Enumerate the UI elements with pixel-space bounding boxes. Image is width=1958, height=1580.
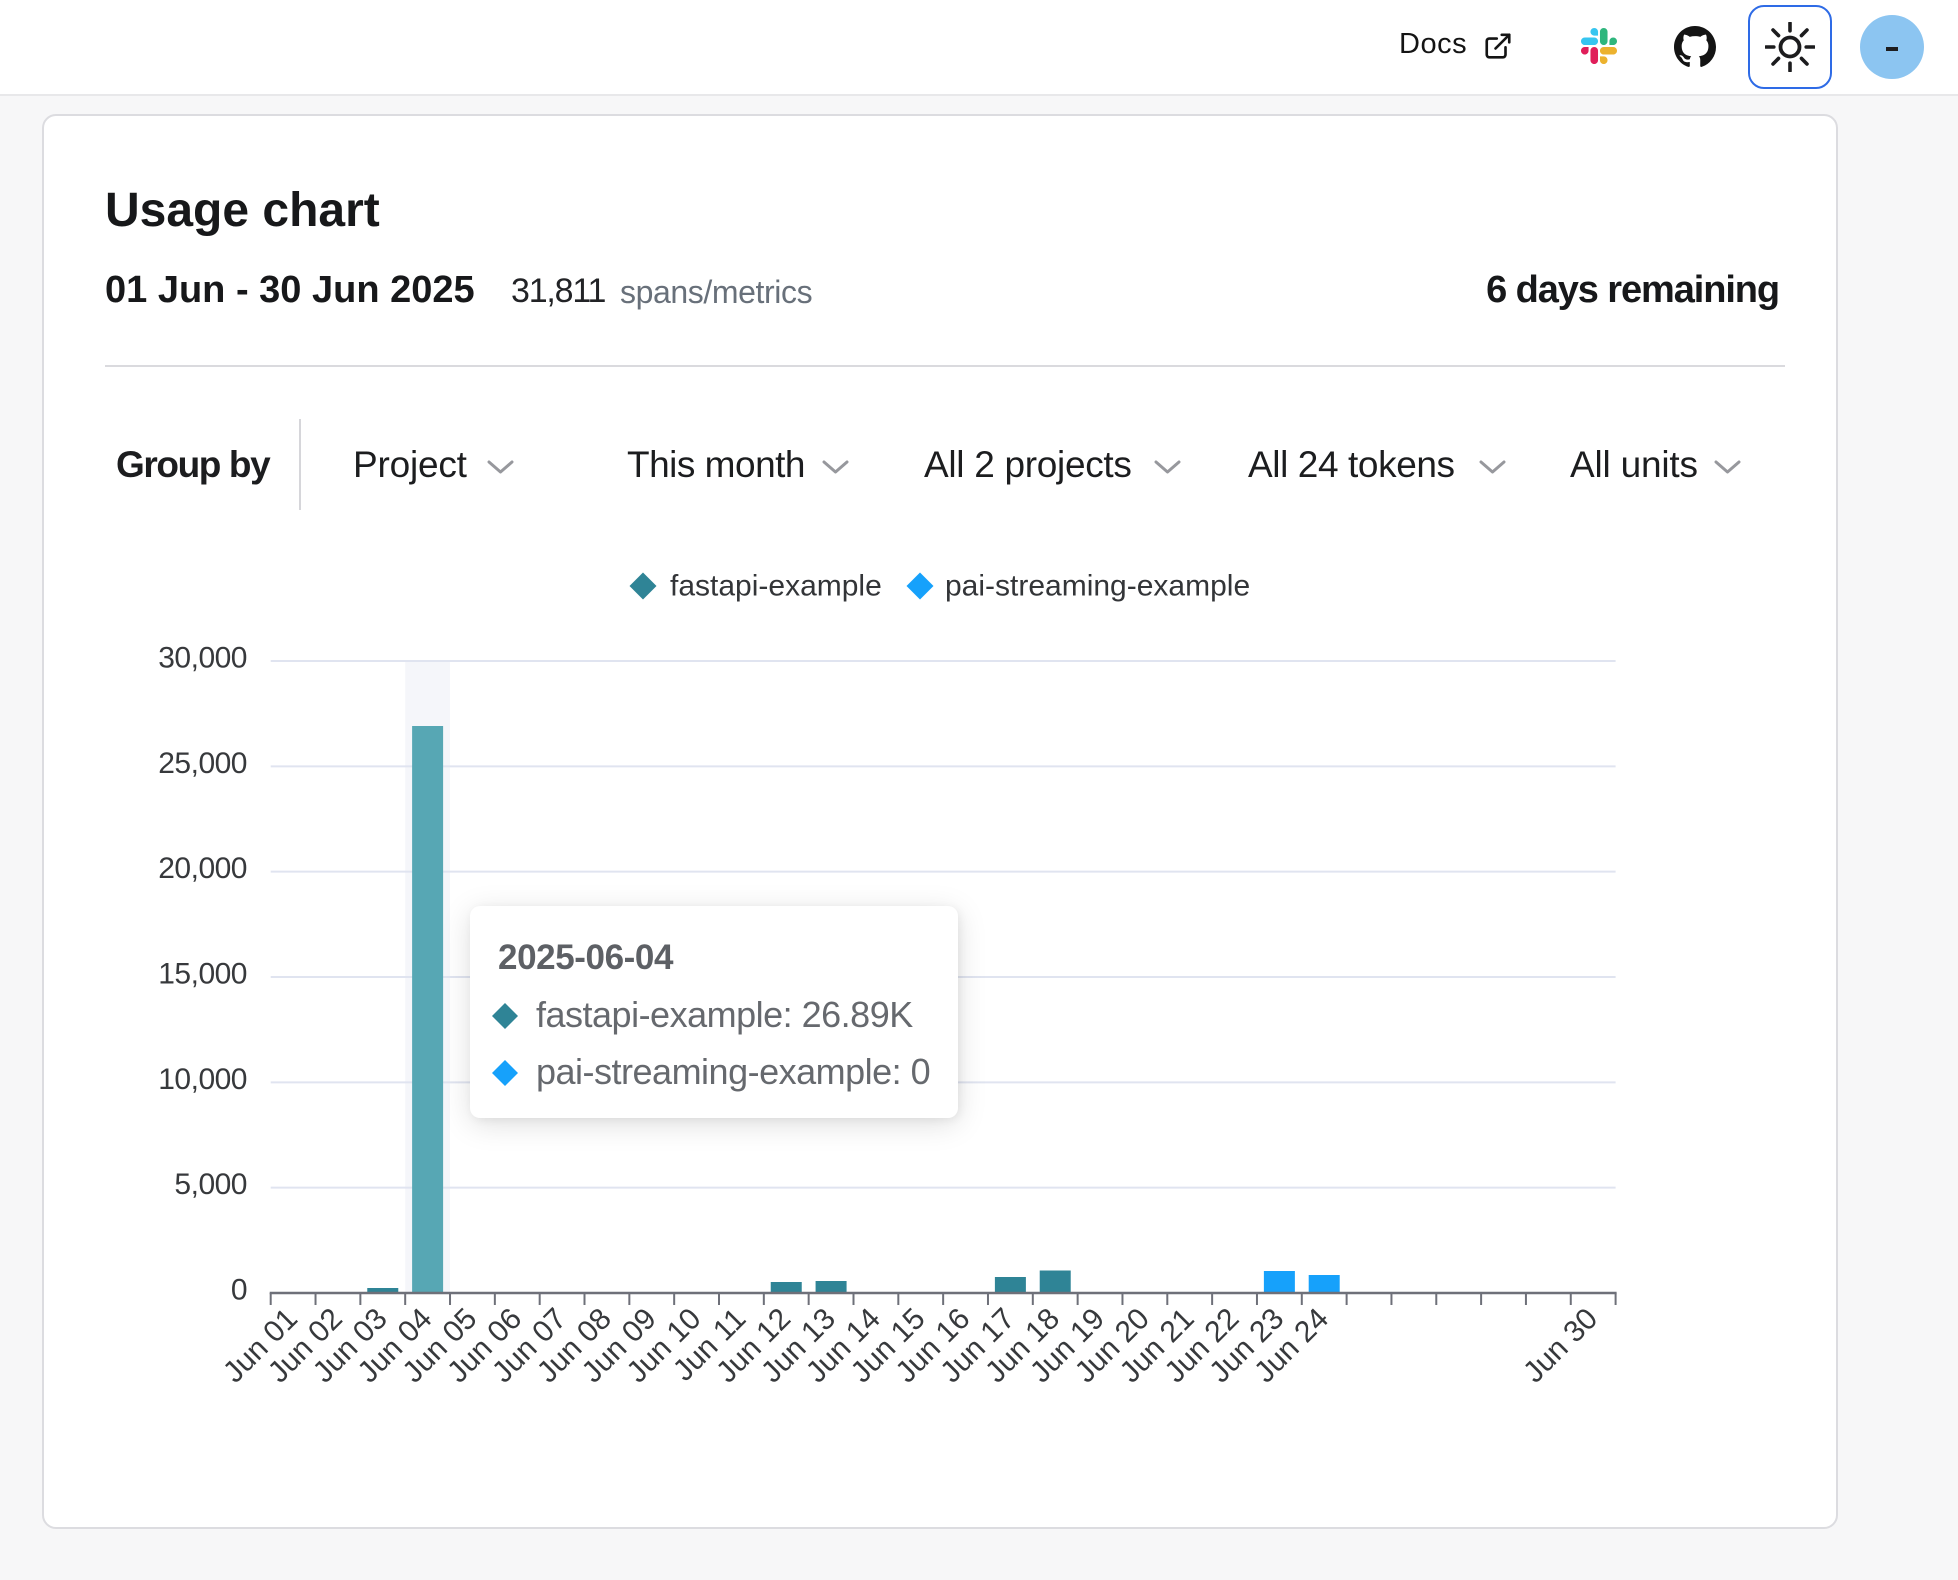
svg-text:25,000: 25,000	[158, 747, 247, 780]
svg-text:15,000: 15,000	[158, 958, 247, 991]
svg-text:Jun 30: Jun 30	[1517, 1302, 1604, 1389]
svg-text:fastapi-example: fastapi-example	[670, 570, 882, 603]
svg-text:10,000: 10,000	[158, 1063, 247, 1096]
svg-text:5,000: 5,000	[174, 1168, 247, 1201]
svg-text:0: 0	[231, 1274, 247, 1307]
svg-text:30,000: 30,000	[158, 642, 247, 675]
svg-text:pai-streaming-example: pai-streaming-example	[945, 570, 1250, 603]
svg-text:20,000: 20,000	[158, 852, 247, 885]
